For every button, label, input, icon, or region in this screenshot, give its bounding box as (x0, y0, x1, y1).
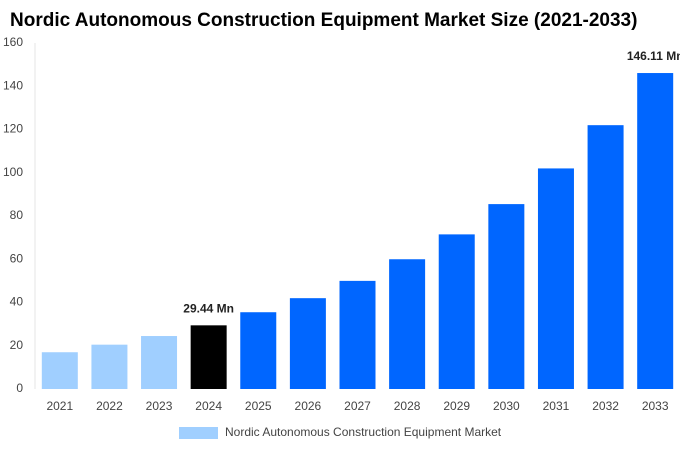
legend-swatch (179, 427, 218, 439)
x-tick-label: 2031 (543, 399, 570, 413)
bar (339, 280, 376, 389)
bar (389, 259, 426, 389)
x-tick-label: 2024 (195, 399, 222, 413)
x-tick-label: 2025 (245, 399, 272, 413)
legend-label: Nordic Autonomous Construction Equipment… (225, 425, 502, 439)
bar (190, 325, 227, 389)
value-label: 146.11 Mn (627, 49, 680, 63)
x-tick-label: 2032 (592, 399, 619, 413)
bar (240, 312, 277, 389)
bar (141, 336, 178, 389)
x-tick-label: 2021 (46, 399, 73, 413)
bar (438, 234, 475, 389)
x-tick-label: 2026 (295, 399, 322, 413)
y-tick-label: 80 (10, 208, 24, 222)
x-tick-label: 2023 (146, 399, 173, 413)
y-tick-label: 40 (10, 295, 24, 309)
y-tick-label: 20 (10, 338, 24, 352)
bar (488, 204, 525, 389)
chart-title: Nordic Autonomous Construction Equipment… (10, 10, 637, 31)
y-tick-label: 120 (3, 122, 23, 136)
y-tick-label: 60 (10, 251, 24, 265)
x-tick-label: 2033 (642, 399, 669, 413)
y-tick-label: 0 (16, 381, 23, 395)
y-tick-label: 100 (3, 165, 23, 179)
y-tick-label: 160 (3, 35, 23, 49)
y-tick-label: 140 (3, 78, 23, 92)
x-tick-label: 2029 (443, 399, 470, 413)
value-label: 29.44 Mn (183, 302, 234, 316)
x-tick-label: 2028 (394, 399, 421, 413)
bar (537, 168, 574, 389)
x-tick-label: 2027 (344, 399, 371, 413)
bar (41, 352, 78, 389)
bar (289, 298, 326, 389)
bar (91, 344, 128, 389)
bar (587, 125, 624, 390)
x-tick-label: 2022 (96, 399, 123, 413)
bar (637, 73, 674, 390)
x-tick-label: 2030 (493, 399, 520, 413)
